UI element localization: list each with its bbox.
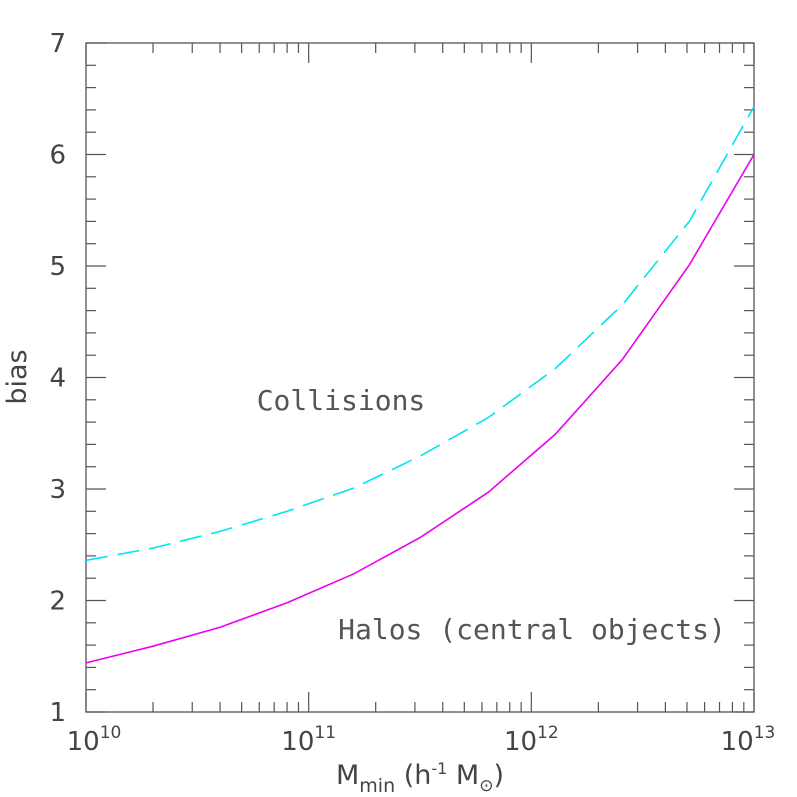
y-axis-label: bias [2,349,33,404]
x-tick-label: 1010 [67,723,122,757]
series-line-halos [85,154,755,664]
x-tick-label: 1011 [281,723,336,757]
tick-labels: 1 2 3 4 5 6 7 1010 1011 1012 1013 [49,29,775,757]
y-tick-label: 7 [49,29,66,59]
x-label-sub: min [359,775,395,797]
x-label-rest2: M [447,760,479,791]
y-tick-label: 5 [49,252,66,282]
y-tick-label: 6 [49,141,66,171]
x-tick-label: 1013 [721,723,776,757]
series-line-collisions [85,106,755,562]
x-tick-label: 1012 [504,723,559,757]
axis-ticks [85,42,755,713]
x-label-solar-sub: ⊙ [479,776,493,796]
series-label-collisions: Collisions [257,384,426,417]
x-label-main: M [336,760,359,791]
y-tick-label: 2 [49,587,66,617]
series-layer [85,106,755,664]
series-label-halos: Halos (central objects) [338,613,726,646]
x-label-rest: (h [395,760,431,791]
plot-frame [85,42,755,713]
y-tick-label: 1 [49,698,66,728]
x-label-sup: -1 [431,759,447,778]
x-axis-label: Mmin (h-1 M⊙) [336,759,504,797]
y-tick-label: 3 [49,475,66,505]
x-label-close: ) [493,760,504,791]
y-tick-label: 4 [49,364,66,394]
